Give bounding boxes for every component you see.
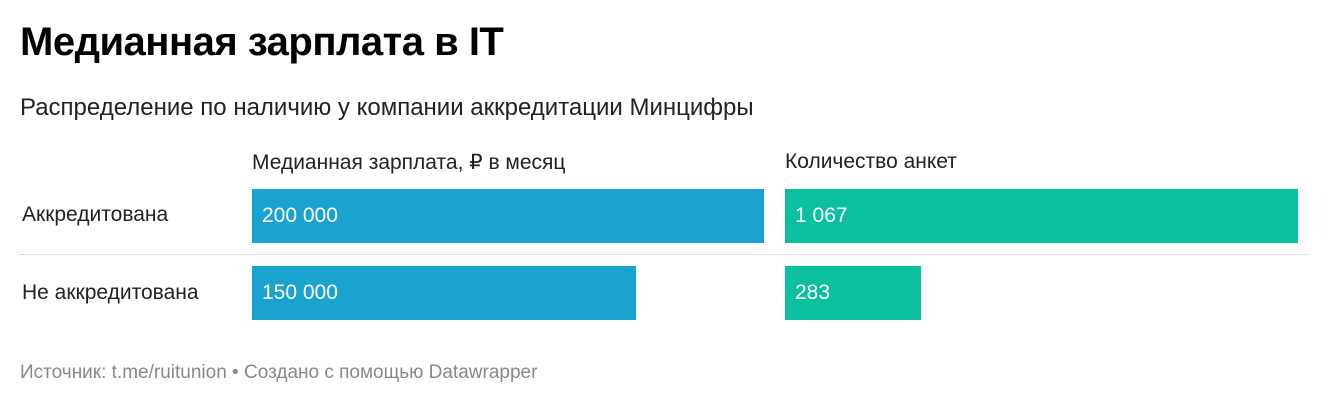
bar-value-label: 1 067 — [795, 204, 848, 227]
row-label-not-accredited: Не аккредитована — [22, 281, 199, 304]
column-header-count: Количество анкет — [785, 150, 957, 173]
bar-count-1: 1 067 — [785, 189, 1298, 243]
bar-salary-2: 150 000 — [252, 266, 636, 320]
bar-count-2: 283 — [785, 266, 921, 320]
chart-subtitle: Распределение по наличию у компании аккр… — [20, 94, 754, 121]
row-divider — [20, 254, 1308, 255]
column-header-salary: Медианная зарплата, ₽ в месяц — [252, 151, 566, 174]
source-footer: Источник: t.me/ruitunion • Создано с пом… — [20, 362, 538, 383]
chart-title: Медианная зарплата в IT — [20, 20, 504, 64]
bar-salary-1: 200 000 — [252, 189, 764, 243]
row-label-accredited: Аккредитована — [22, 203, 169, 226]
bar-value-label: 283 — [795, 281, 831, 304]
bar-value-label: 200 000 — [262, 204, 338, 227]
bar-value-label: 150 000 — [262, 281, 338, 304]
